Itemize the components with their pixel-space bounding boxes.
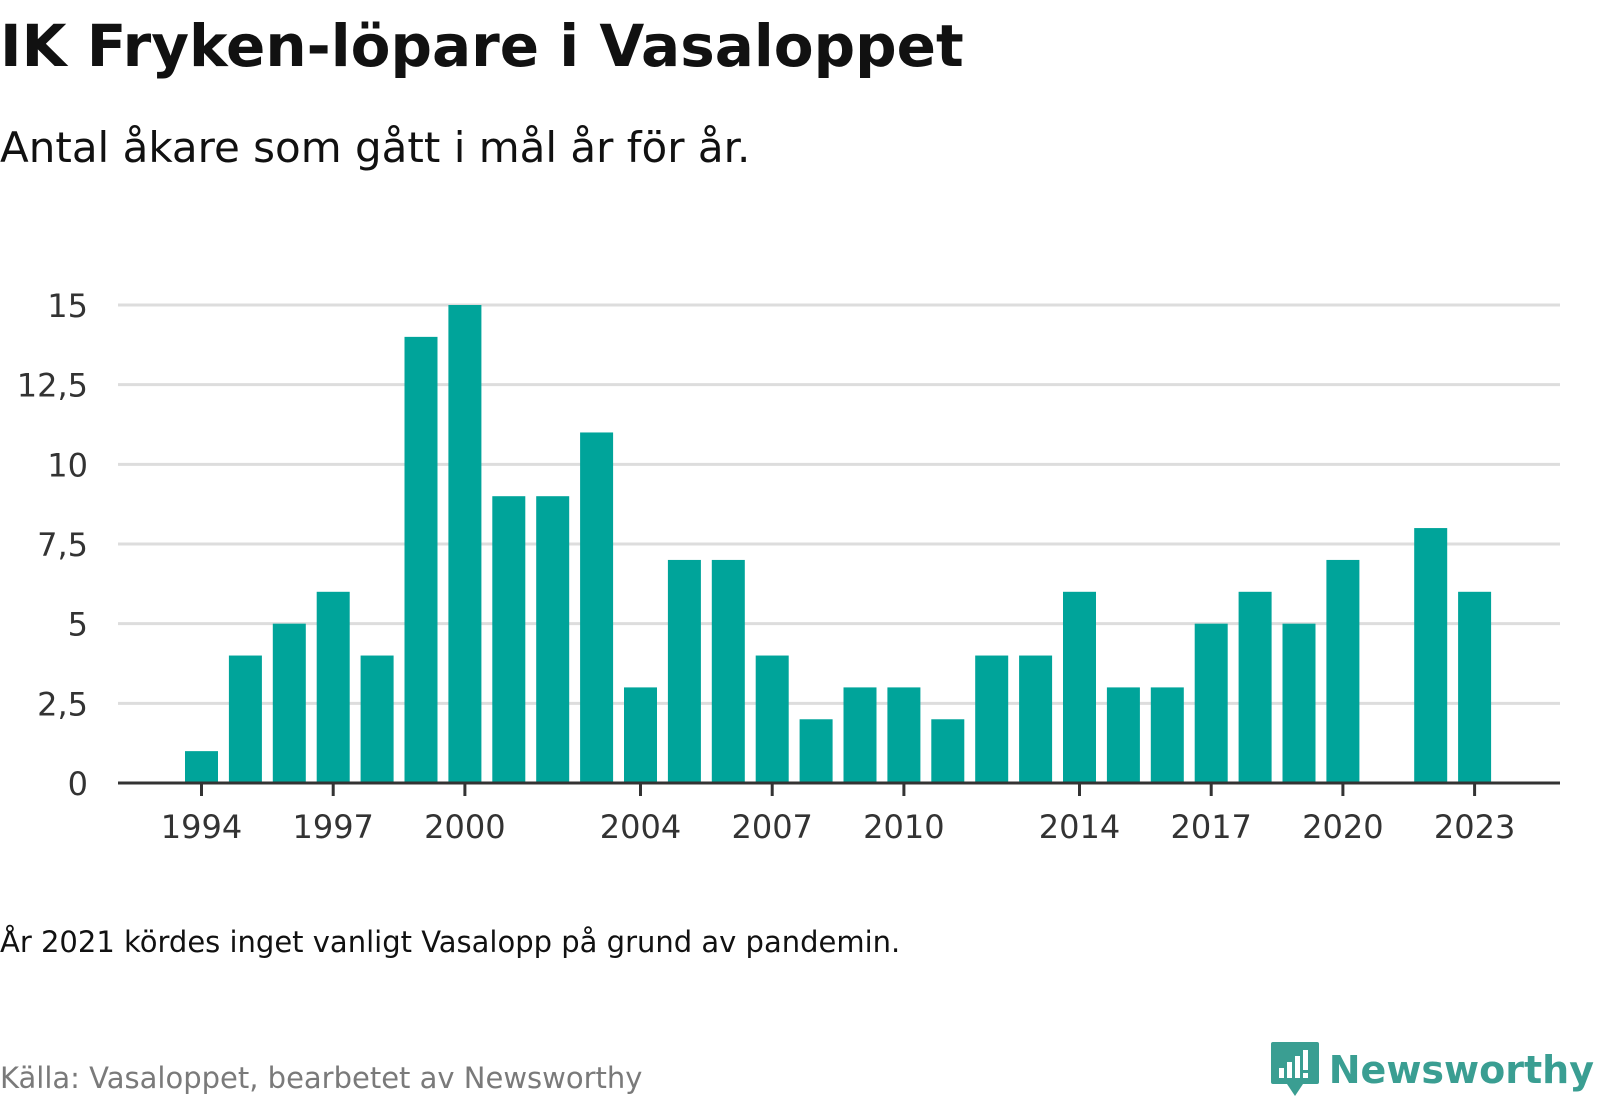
bar: [492, 496, 526, 783]
bar: [1326, 559, 1360, 783]
x-tick-label: 2004: [600, 808, 681, 846]
bar: [1019, 655, 1053, 783]
bar: [360, 655, 394, 783]
bars: [185, 305, 1492, 783]
bar: [228, 655, 262, 783]
bar: [843, 687, 877, 783]
source-credit: Källa: Vasaloppet, bearbetet av Newswort…: [0, 1061, 643, 1095]
bar: [448, 305, 482, 783]
y-tick-label: 5: [68, 606, 88, 644]
bar: [931, 719, 965, 783]
bar: [1194, 623, 1228, 783]
bar: [536, 496, 570, 783]
x-tick-label: 2000: [424, 808, 505, 846]
x-tick-label: 2007: [731, 808, 812, 846]
y-tick-label: 0: [68, 765, 88, 803]
x-tick-label: 2020: [1302, 808, 1383, 846]
bar: [404, 336, 438, 783]
bar: [624, 687, 657, 783]
bar: [1238, 591, 1272, 783]
bar: [316, 591, 350, 783]
bar: [799, 719, 833, 783]
bar: [887, 687, 921, 783]
gridlines: [118, 303, 1560, 705]
x-tick-label: 1997: [292, 808, 373, 846]
axes: 0 2,5 5 7,5 10 12,5 15 1994 1997 2000 2004 2007 2010…: [17, 287, 1560, 846]
y-tick-label: 7,5: [37, 526, 88, 564]
bar: [1458, 591, 1492, 783]
bar: [580, 432, 614, 783]
bar: [272, 623, 306, 783]
x-tick-label: 2010: [863, 808, 944, 846]
x-tick-label: 2023: [1434, 808, 1515, 846]
bar: [185, 751, 218, 783]
bar-chart: 0 2,5 5 7,5 10 12,5 15 1994 1997 2000 2004 2007 2010…: [17, 287, 1560, 846]
y-tick-label: 2,5: [37, 685, 88, 723]
bar: [755, 655, 789, 783]
chart-subtitle: Antal åkare som gått i mål år för år.: [0, 123, 751, 172]
y-tick-label: 15: [47, 287, 88, 325]
bar: [975, 655, 1009, 783]
bar: [1150, 687, 1184, 783]
x-tick-label: 1994: [161, 808, 242, 846]
y-tick-label: 12,5: [17, 367, 88, 405]
bar: [667, 559, 701, 783]
footnote: År 2021 kördes inget vanligt Vasalopp på…: [0, 925, 901, 959]
bar: [1282, 623, 1316, 783]
bar: [1414, 528, 1448, 783]
brand-logo: Newsworthy: [1269, 1038, 1594, 1102]
chart-title: IK Fryken-löpare i Vasaloppet: [0, 12, 964, 80]
bar: [711, 559, 745, 783]
x-tick-label: 2014: [1039, 808, 1120, 846]
bar-chart-speech-bubble-icon: [1270, 1042, 1319, 1096]
x-tick-label: 2017: [1170, 808, 1251, 846]
brand-name: Newsworthy: [1328, 1048, 1594, 1092]
y-tick-label: 10: [47, 446, 88, 484]
bar: [1106, 687, 1140, 783]
bar: [1063, 591, 1096, 783]
